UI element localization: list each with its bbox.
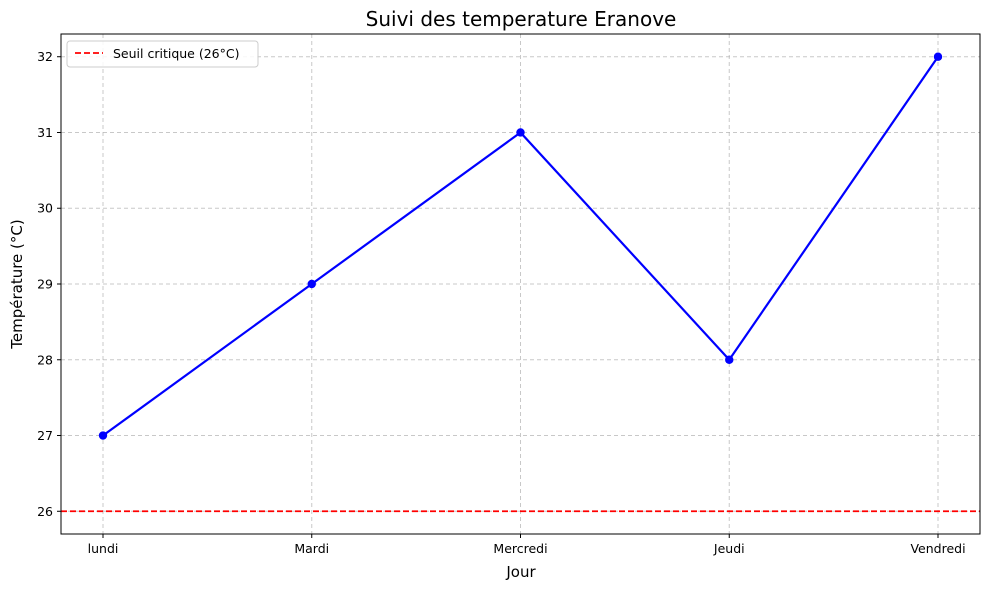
chart-title: Suivi des temperature Eranove	[366, 7, 677, 31]
y-axis: 26 27 28 29 30 31 32	[37, 49, 61, 519]
data-point	[98, 431, 108, 440]
data-point	[725, 355, 734, 364]
x-tick-label: Mardi	[294, 541, 329, 556]
x-axis-label: Jour	[505, 563, 536, 581]
plot-area-frame	[60, 33, 981, 535]
data-point	[933, 52, 943, 61]
legend-box	[66, 40, 259, 68]
data-point	[307, 279, 316, 289]
x-tick-label: Vendredi	[910, 541, 965, 556]
y-tick-label: 26	[37, 504, 53, 519]
x-tick-label: lundi	[88, 541, 119, 556]
x-axis: lundi Mardi Mercredi Jeudi Vendredi	[88, 534, 966, 556]
x-tick-label: Mercredi	[493, 541, 547, 556]
y-axis-label: Température (°C)	[8, 219, 26, 349]
grid-lines	[61, 34, 980, 534]
legend-threshold-label: Seuil critique (26°C)	[113, 46, 239, 61]
legend: Seuil critique (26°C)	[66, 40, 259, 68]
series-layer	[98, 52, 943, 440]
y-tick-label: 28	[37, 352, 53, 367]
y-tick-label: 27	[37, 428, 53, 443]
y-tick-label: 31	[37, 125, 53, 140]
x-tick-label: Jeudi	[713, 541, 745, 556]
data-point	[516, 128, 525, 137]
y-tick-label: 29	[37, 277, 53, 292]
y-tick-label: 30	[37, 201, 53, 216]
y-tick-label: 32	[37, 49, 53, 64]
